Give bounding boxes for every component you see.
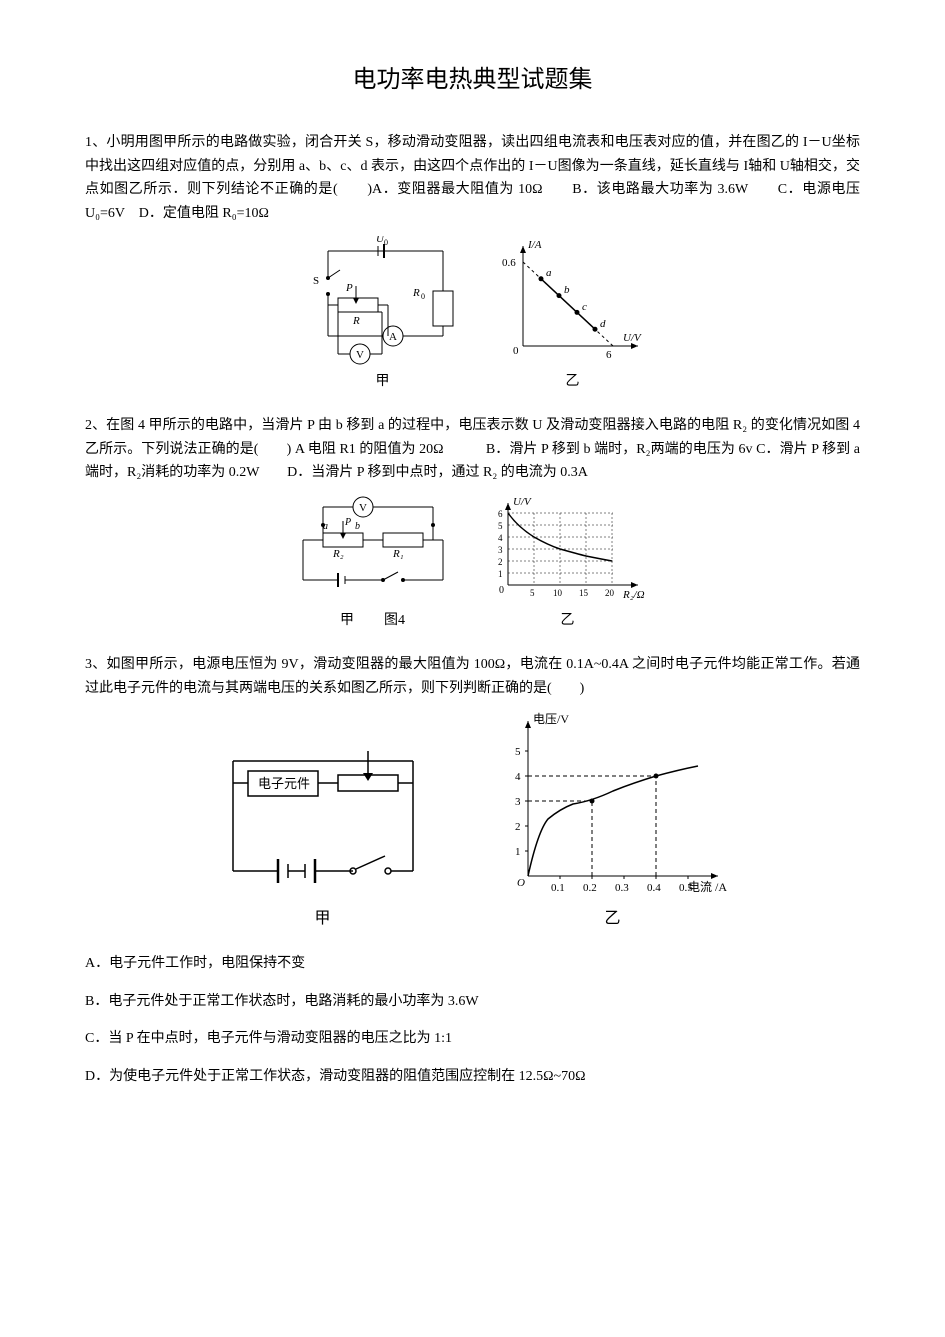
svg-text:5: 5 bbox=[515, 746, 521, 758]
q2-r2: R₂ bbox=[332, 548, 344, 560]
q2-v: V bbox=[359, 502, 367, 514]
p-label: P bbox=[345, 282, 353, 294]
q1-chart: I/A U/V 0 0.6 6 a b c d 乙 bbox=[498, 236, 648, 394]
q2-r1: R₁ bbox=[392, 548, 404, 560]
svg-text:3: 3 bbox=[515, 796, 521, 808]
svg-text:15: 15 bbox=[579, 588, 589, 598]
question-3-text: 3、如图甲所示，电源电压恒为 9V，滑动变阻器的最大阻值为 100Ω，电流在 0… bbox=[85, 653, 860, 701]
r0-label: R bbox=[412, 287, 420, 299]
q1-circuit: U 0 R 0 A S bbox=[298, 236, 468, 394]
q3-option-b: B．电子元件处于正常工作状态时，电路消耗的最小功率为 3.6W bbox=[85, 990, 860, 1014]
q1-pt-c: c bbox=[582, 301, 587, 313]
q2-circuit-caption: 甲 bbox=[340, 609, 354, 633]
q2-circuit: V a P b R₂ R₁ bbox=[293, 495, 453, 633]
svg-text:5: 5 bbox=[498, 521, 503, 531]
q1-ymax: 0.6 bbox=[502, 257, 516, 269]
question-1-text: 1、小明用图甲所示的电路做实验，闭合开关 S，移动滑动变阻器，读出四组电流表和电… bbox=[85, 131, 860, 226]
q1-xlabel: U/V bbox=[623, 332, 642, 344]
page-title: 电功率电热典型试题集 bbox=[85, 60, 860, 101]
svg-text:6: 6 bbox=[498, 509, 503, 519]
svg-text:10: 10 bbox=[553, 588, 563, 598]
svg-text:2: 2 bbox=[498, 557, 503, 567]
svg-text:0.3: 0.3 bbox=[615, 882, 629, 894]
svg-text:0.5: 0.5 bbox=[679, 882, 693, 894]
u0-sub: 0 bbox=[384, 238, 388, 247]
r0-sub: 0 bbox=[421, 292, 425, 301]
r-label: R bbox=[352, 315, 360, 327]
question-1-figures: U 0 R 0 A S bbox=[85, 236, 860, 394]
q2-chart-caption: 乙 bbox=[561, 609, 575, 633]
q3-circuit-caption: 甲 bbox=[314, 905, 330, 932]
q3-option-a: A．电子元件工作时，电阻保持不变 bbox=[85, 952, 860, 976]
svg-text:2: 2 bbox=[515, 821, 521, 833]
svg-text:0.2: 0.2 bbox=[583, 882, 597, 894]
q3-component-label: 电子元件 bbox=[258, 776, 310, 791]
question-2-figures: V a P b R₂ R₁ bbox=[85, 495, 860, 633]
q1-circuit-svg: U 0 R 0 A S bbox=[298, 236, 468, 366]
q3-option-d: D．为使电子元件处于正常工作状态，滑动变阻器的阻值范围应控制在 12.5Ω~70… bbox=[85, 1065, 860, 1089]
q1-ylabel: I/A bbox=[527, 239, 542, 251]
q3-chart-caption: 乙 bbox=[604, 905, 620, 932]
q3-option-c: C．当 P 在中点时，电子元件与滑动变阻器的电压之比为 1:1 bbox=[85, 1027, 860, 1051]
q2-b: b bbox=[355, 521, 360, 532]
q1-pt-d: d bbox=[600, 318, 606, 330]
q2-ylabel: U/V bbox=[513, 496, 532, 508]
q3-circuit: 电子元件 bbox=[213, 731, 433, 932]
ammeter-label: A bbox=[389, 331, 397, 343]
svg-text:0.4: 0.4 bbox=[647, 882, 661, 894]
q3-chart: 电压/V 电流 /A O 1 2 3 4 5 0.1 0.2 0.3 0.4 0… bbox=[493, 711, 733, 932]
q1-origin: 0 bbox=[513, 345, 519, 357]
svg-text:20: 20 bbox=[605, 588, 615, 598]
svg-text:3: 3 bbox=[498, 545, 503, 555]
q1-xmax: 6 bbox=[606, 349, 612, 361]
q2-chart: U/V R₂/Ω 0 1 2 3 4 5 6 5 10 15 20 乙 bbox=[483, 495, 653, 633]
q2-xlabel: R₂/Ω bbox=[622, 589, 645, 601]
q3-xlabel: 电流 /A bbox=[688, 880, 727, 894]
svg-text:4: 4 bbox=[498, 533, 503, 543]
svg-text:O: O bbox=[517, 877, 525, 889]
question-3-options: A．电子元件工作时，电阻保持不变 B．电子元件处于正常工作状态时，电路消耗的最小… bbox=[85, 952, 860, 1089]
q1-chart-svg: I/A U/V 0 0.6 6 a b c d bbox=[498, 236, 648, 366]
question-2-text: 2、在图 4 甲所示的电路中，当滑片 P 由 b 移到 a 的过程中，电压表示数… bbox=[85, 414, 860, 485]
svg-text:0.1: 0.1 bbox=[551, 882, 565, 894]
q2-figlabel: 图4 bbox=[384, 609, 405, 633]
q3-ylabel: 电压/V bbox=[533, 712, 569, 726]
question-3-figures: 电子元件 bbox=[85, 711, 860, 932]
svg-text:5: 5 bbox=[530, 588, 535, 598]
q1-circuit-caption: 甲 bbox=[376, 370, 390, 394]
q2-circuit-svg: V a P b R₂ R₁ bbox=[293, 495, 453, 605]
q1-pt-b: b bbox=[564, 284, 570, 296]
q1-pt-a: a bbox=[546, 267, 552, 279]
q2-P: P bbox=[344, 517, 351, 528]
svg-text:4: 4 bbox=[515, 771, 521, 783]
switch-label: S bbox=[313, 275, 319, 287]
q1-chart-caption: 乙 bbox=[566, 370, 580, 394]
svg-text:1: 1 bbox=[515, 846, 521, 858]
q3-chart-svg: 电压/V 电流 /A O 1 2 3 4 5 0.1 0.2 0.3 0.4 0… bbox=[493, 711, 733, 901]
voltmeter-label: V bbox=[356, 349, 364, 361]
svg-text:1: 1 bbox=[498, 569, 503, 579]
q3-circuit-svg: 电子元件 bbox=[213, 731, 433, 901]
q2-origin: 0 bbox=[499, 585, 504, 596]
q2-chart-svg: U/V R₂/Ω 0 1 2 3 4 5 6 5 10 15 20 bbox=[483, 495, 653, 605]
